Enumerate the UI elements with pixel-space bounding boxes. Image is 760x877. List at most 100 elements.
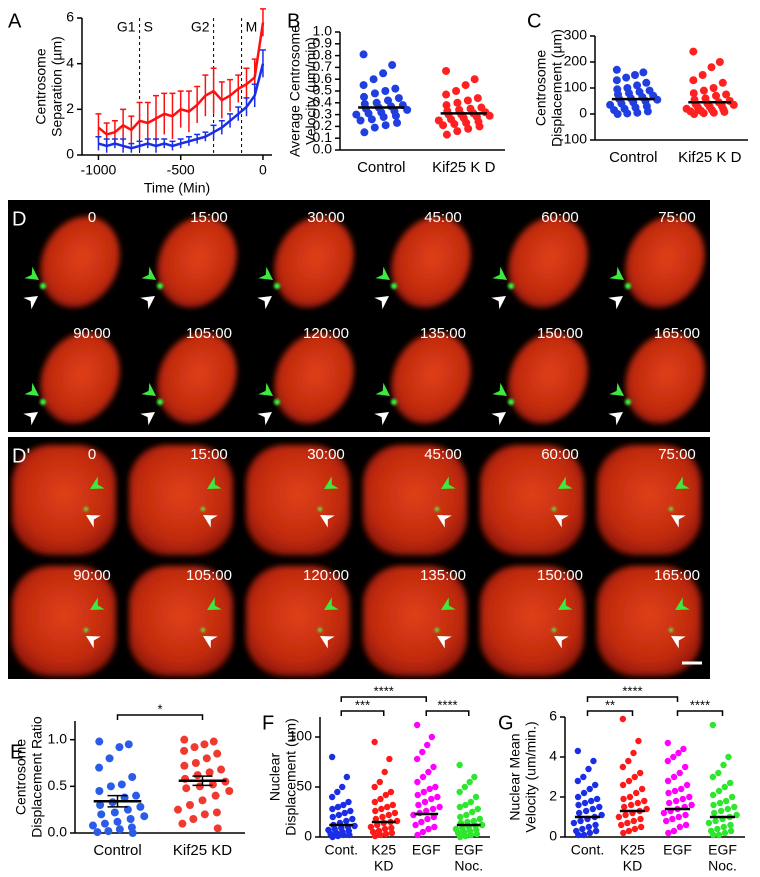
timestamp: 135:00: [420, 325, 466, 342]
data-point: [619, 715, 627, 723]
data-point: [372, 815, 380, 823]
y-tick-label: 0.8: [313, 46, 333, 62]
data-point: [185, 801, 194, 809]
green-arrowhead: [609, 266, 624, 280]
data-point: [418, 818, 425, 826]
data-point: [413, 721, 421, 729]
nucleus: [274, 216, 354, 308]
data-point: [453, 127, 462, 136]
x-tick-label: Cont.: [325, 842, 358, 858]
green-arrowhead: [441, 476, 456, 489]
data-point: [373, 821, 381, 829]
white-arrowhead: [491, 412, 506, 426]
image-panel-tiles: [40, 216, 705, 424]
data-point: [720, 107, 729, 116]
data-point: [665, 789, 672, 797]
data-point: [470, 817, 477, 825]
data-point: [633, 108, 642, 117]
data-point: [580, 789, 588, 797]
nucleus: [480, 566, 584, 676]
x-axis-label: Time (Min): [144, 180, 210, 196]
data-point: [211, 791, 220, 800]
y-tick-label: 100: [564, 79, 588, 95]
image-panel-background: [8, 200, 710, 432]
data-point: [714, 825, 721, 833]
data-point: [381, 768, 388, 776]
data-point: [709, 721, 717, 729]
data-point: [722, 90, 731, 99]
data-point: [379, 69, 388, 78]
green-arrowhead: [324, 476, 339, 489]
timestamp: 0: [88, 446, 96, 463]
y-axis-label: Displacement Ratio: [29, 716, 45, 838]
green-arrowhead: [24, 382, 39, 396]
centrosome: [157, 283, 163, 289]
data-point: [682, 821, 690, 829]
data-point: [707, 63, 716, 72]
y-tick-label: 6: [549, 708, 557, 724]
data-point: [428, 795, 435, 803]
green-arrowhead: [492, 382, 507, 396]
nucleus: [246, 566, 350, 676]
data-point: [457, 813, 464, 821]
data-point: [334, 803, 342, 811]
timestamp: 30:00: [307, 446, 345, 463]
panel-label: D': [12, 445, 30, 467]
data-point: [339, 783, 346, 791]
data-point: [343, 817, 350, 825]
y-tick-label: 0.5: [48, 777, 68, 793]
data-point: [428, 733, 436, 741]
y-tick-label: 0.7: [313, 58, 333, 74]
data-point: [334, 832, 342, 840]
data-point: [115, 825, 124, 834]
data-point: [213, 749, 222, 758]
data-point: [619, 781, 627, 789]
data-point: [123, 805, 132, 814]
data-point: [637, 815, 644, 823]
y-axis-label: Displacement (um): [283, 718, 299, 835]
data-point: [720, 823, 728, 831]
data-point: [442, 130, 451, 139]
data-point: [415, 801, 422, 809]
data-point: [464, 124, 473, 133]
data-point: [439, 121, 448, 130]
data-point: [580, 831, 588, 839]
data-point: [343, 773, 351, 781]
timestamp: 105:00: [186, 325, 232, 342]
data-point: [720, 761, 727, 769]
data-point: [727, 827, 735, 835]
data-point: [577, 817, 584, 825]
data-point: [682, 811, 689, 819]
data-point: [182, 784, 191, 793]
data-point: [689, 47, 698, 56]
data-point: [432, 783, 439, 791]
data-point: [686, 793, 693, 801]
nucleus: [274, 332, 354, 424]
timestamp: 60:00: [541, 209, 579, 226]
data-point: [434, 793, 441, 801]
data-point: [712, 91, 721, 100]
data-point: [95, 787, 104, 795]
timestamp: 75:00: [658, 209, 696, 226]
data-point: [664, 777, 672, 785]
centrosome: [84, 628, 88, 632]
data-point: [180, 735, 189, 744]
centrosome: [318, 507, 322, 511]
data-point: [371, 738, 378, 746]
data-point: [391, 84, 400, 93]
green-arrowhead: [441, 597, 456, 610]
data-point: [675, 749, 682, 757]
image-panel-background: [8, 437, 710, 679]
data-point: [367, 823, 375, 831]
data-point: [461, 783, 469, 791]
centrosome: [274, 283, 280, 289]
nucleus: [597, 566, 701, 676]
centrosome: [508, 399, 514, 405]
significance-bracket: [676, 710, 724, 716]
data-point: [104, 827, 113, 836]
data-point: [421, 798, 429, 806]
data-point: [679, 795, 687, 803]
nucleus: [625, 332, 705, 424]
data-point: [731, 803, 738, 811]
white-arrowhead: [671, 515, 686, 528]
